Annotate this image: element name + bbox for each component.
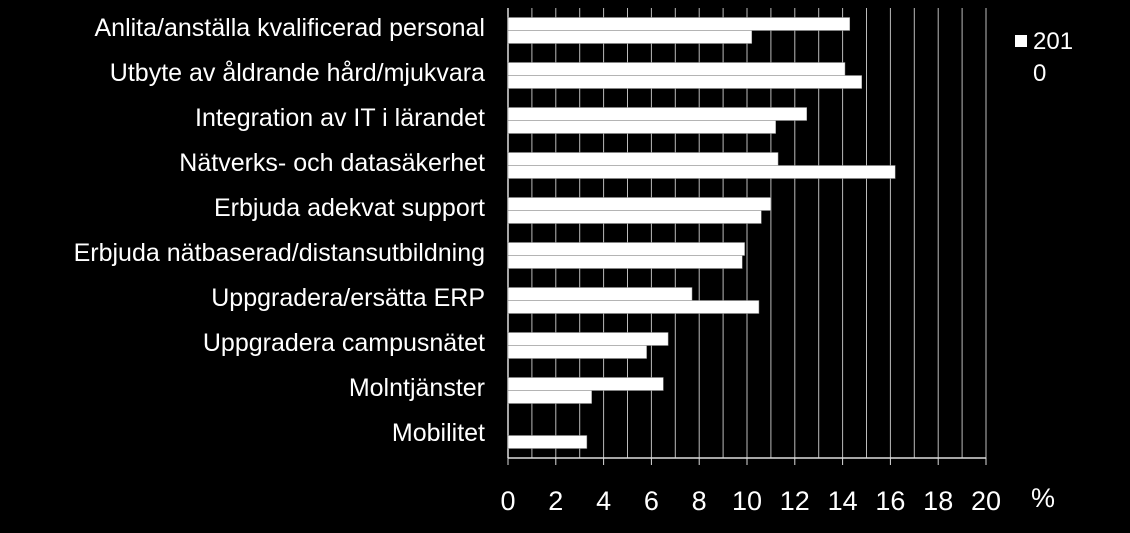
bar [507,242,745,256]
y-tick-label: Uppgradera campusnätet [203,329,485,357]
x-tick-label: 2 [548,486,563,516]
bar [507,30,753,44]
y-tick-label: Integration av IT i lärandet [195,104,485,132]
bar [507,165,896,179]
y-tick-label: Uppgradera/ersätta ERP [211,284,485,312]
bar [507,287,693,301]
x-tick-label: 6 [644,486,659,516]
x-tick-label: 0 [500,486,515,516]
x-tick-label: 16 [875,486,905,516]
y-tick-label: Nätverks- och datasäkerhet [179,149,485,177]
bar [507,197,772,211]
legend-label-box: 2010 [1033,28,1074,87]
legend-label: 2010 [1033,28,1074,87]
x-tick-label: 20 [971,486,1001,516]
y-tick-label: Anlita/anställa kvalificerad personal [95,14,486,42]
bar [507,62,846,76]
x-tick-label: 14 [828,486,858,516]
bar [507,435,588,449]
bar [507,377,664,391]
legend-swatch [1015,35,1027,47]
y-tick-label: Mobilitet [392,419,485,447]
bar [507,255,743,269]
x-tick-label: 12 [780,486,810,516]
y-tick-label: Utbyte av åldrande hård/mjukvara [110,59,485,87]
bar [507,332,669,346]
y-tick-label: Erbjuda nätbaserad/distansutbildning [74,239,485,267]
bar [507,210,762,224]
bar [507,107,807,121]
y-tick-label: Erbjuda adekvat support [214,194,485,222]
x-axis-label: % [1031,483,1055,513]
bar [507,152,779,166]
bar [507,75,862,89]
bar [507,300,760,314]
bar [507,390,592,404]
x-tick-label: 8 [692,486,707,516]
bar [507,17,851,31]
x-tick-label: 10 [732,486,762,516]
bar [507,345,647,359]
bar [507,120,776,134]
x-tick-label: 18 [923,486,953,516]
y-tick-label: Molntjänster [349,374,485,402]
x-tick-label: 4 [596,486,611,516]
